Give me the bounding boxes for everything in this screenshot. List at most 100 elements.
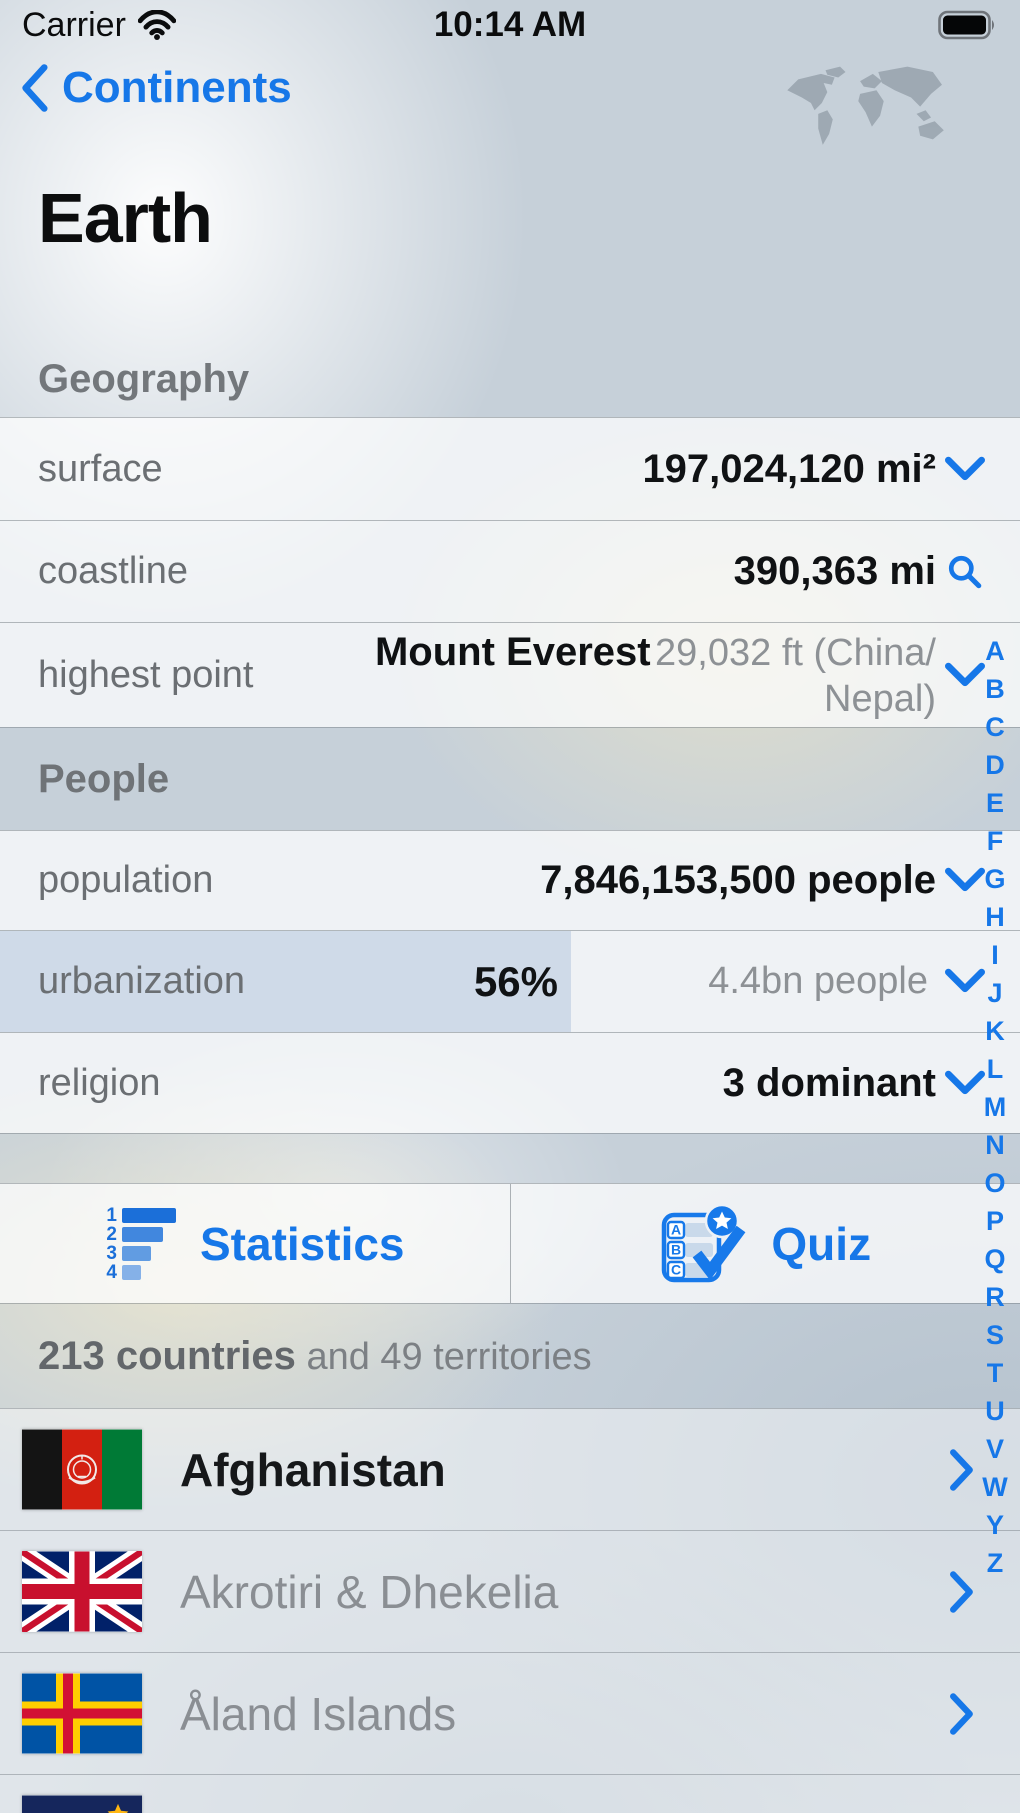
index-letter[interactable]: V bbox=[985, 1434, 1004, 1464]
quiz-letter: B bbox=[671, 1241, 681, 1257]
back-button[interactable]: Continents bbox=[20, 63, 292, 113]
row-value: 7,846,153,500 people bbox=[540, 858, 936, 902]
status-bar: Carrier 10:14 AM bbox=[0, 0, 1020, 50]
quiz-letter: A bbox=[671, 1221, 681, 1237]
nav-bar: Continents bbox=[0, 50, 1020, 125]
row-highest-point[interactable]: highest point Mount Everest 29,032 ft (C… bbox=[0, 622, 1020, 727]
index-letter[interactable]: A bbox=[985, 636, 1005, 666]
country-name: Afghanistan bbox=[180, 1443, 446, 1496]
highest-point-detail: 29,032 ft (China/ bbox=[655, 631, 936, 674]
index-letter[interactable]: N bbox=[985, 1130, 1005, 1160]
row-label: highest point bbox=[38, 653, 254, 696]
chevron-right-icon bbox=[950, 1570, 973, 1613]
row-value: Mount Everest 29,032 ft (China/ Nepal) bbox=[375, 628, 936, 722]
index-letter[interactable]: B bbox=[985, 674, 1005, 704]
bar-chart-number: 4 bbox=[106, 1261, 117, 1283]
country-row-akrotiri-dhekelia[interactable]: Akrotiri & Dhekelia bbox=[0, 1530, 1020, 1652]
country-row-alaska[interactable]: Alaska bbox=[0, 1774, 1020, 1813]
battery-icon bbox=[938, 10, 994, 40]
country-name: Åland Islands bbox=[180, 1687, 457, 1740]
section-header-people: People bbox=[0, 727, 1020, 830]
aland-flag bbox=[22, 1673, 142, 1754]
index-letter[interactable]: E bbox=[985, 788, 1004, 818]
index-letter[interactable]: C bbox=[985, 712, 1005, 742]
row-label: religion bbox=[38, 1061, 161, 1104]
spacer-band bbox=[0, 1133, 1020, 1183]
quiz-letter: C bbox=[671, 1261, 681, 1277]
row-value: 3 dominant bbox=[722, 1060, 936, 1105]
carrier-label: Carrier bbox=[22, 5, 126, 44]
row-coastline[interactable]: coastline 390,363 mi bbox=[0, 520, 1020, 622]
row-urbanization[interactable]: urbanization 56% 4.4bn people bbox=[0, 930, 1020, 1032]
clock: 10:14 AM bbox=[433, 5, 587, 44]
section-header-geography: Geography bbox=[38, 357, 250, 401]
index-letter[interactable]: Y bbox=[985, 1510, 1004, 1540]
highest-point-detail-2: Nepal) bbox=[824, 677, 936, 720]
country-row-afghanistan[interactable]: Afghanistan bbox=[0, 1408, 1020, 1530]
bar-chart-number: 3 bbox=[106, 1242, 117, 1264]
row-label: surface bbox=[38, 447, 163, 490]
index-letter[interactable]: P bbox=[985, 1206, 1004, 1236]
index-letter[interactable]: D bbox=[985, 750, 1005, 780]
index-letter[interactable]: L bbox=[986, 1054, 1004, 1084]
index-letter[interactable]: F bbox=[986, 826, 1004, 856]
chevron-right-icon bbox=[950, 1692, 973, 1735]
countries-count-header: 213 countries and 49 territories bbox=[0, 1303, 1020, 1408]
action-button-row: 1 2 3 4 Statistics A B C bbox=[0, 1183, 1020, 1303]
country-name: Alaska bbox=[180, 1809, 328, 1813]
page-title: Earth bbox=[38, 179, 213, 257]
statistics-label: Statistics bbox=[199, 1217, 405, 1270]
country-name: Akrotiri & Dhekelia bbox=[180, 1565, 559, 1618]
index-letter[interactable]: S bbox=[985, 1320, 1004, 1350]
bar-chart-number: 2 bbox=[106, 1223, 117, 1245]
row-label: population bbox=[38, 859, 214, 901]
row-value: 390,363 mi bbox=[733, 549, 936, 593]
search-icon[interactable] bbox=[947, 554, 983, 590]
union-jack-flag bbox=[22, 1551, 142, 1632]
wifi-icon bbox=[137, 10, 176, 40]
row-population[interactable]: population 7,846,153,500 people bbox=[0, 830, 1020, 930]
countries-count: 213 countries bbox=[38, 1333, 296, 1378]
row-religion[interactable]: religion 3 dominant bbox=[0, 1032, 1020, 1133]
statistics-button[interactable]: 1 2 3 4 Statistics bbox=[0, 1184, 510, 1303]
index-letter[interactable]: O bbox=[984, 1168, 1006, 1198]
row-surface[interactable]: surface 197,024,120 mi² bbox=[0, 417, 1020, 520]
index-letter[interactable]: K bbox=[985, 1016, 1005, 1046]
back-chevron-icon bbox=[22, 63, 48, 112]
index-letter[interactable]: Z bbox=[986, 1548, 1004, 1578]
bar-chart-number: 1 bbox=[106, 1204, 117, 1226]
index-letter[interactable]: Q bbox=[984, 1244, 1006, 1274]
index-letter[interactable]: R bbox=[985, 1282, 1005, 1312]
index-letter[interactable]: J bbox=[987, 978, 1003, 1008]
chevron-down-icon[interactable] bbox=[944, 968, 986, 995]
row-label: coastline bbox=[38, 550, 188, 592]
quiz-label: Quiz bbox=[771, 1217, 872, 1270]
territories-count: and 49 territories bbox=[295, 1335, 592, 1378]
row-value: 197,024,120 mi² bbox=[642, 446, 936, 491]
index-letter[interactable]: I bbox=[991, 940, 999, 970]
back-label: Continents bbox=[62, 62, 292, 112]
chevron-down-icon[interactable] bbox=[944, 456, 986, 483]
index-letter[interactable]: W bbox=[982, 1472, 1008, 1502]
row-label: urbanization bbox=[38, 960, 246, 1002]
quiz-button[interactable]: A B C Quiz bbox=[509, 1184, 1020, 1303]
country-row-aland-islands[interactable]: Åland Islands bbox=[0, 1652, 1020, 1774]
urbanization-fill-bar bbox=[0, 931, 572, 1032]
highest-point-name: Mount Everest bbox=[374, 629, 651, 674]
title-block: Earth bbox=[0, 125, 1020, 357]
index-letter[interactable]: U bbox=[985, 1396, 1005, 1426]
chevron-down-icon[interactable] bbox=[944, 867, 986, 894]
afghanistan-flag bbox=[22, 1429, 142, 1510]
index-letter[interactable]: H bbox=[985, 902, 1005, 932]
quiz-checklist-icon: A B C bbox=[662, 1203, 746, 1282]
alaska-flag bbox=[22, 1795, 142, 1813]
world-map-image bbox=[787, 66, 944, 145]
chevron-down-icon[interactable] bbox=[944, 662, 986, 689]
bar-chart-icon: 1 2 3 4 bbox=[105, 1204, 176, 1283]
index-letter[interactable]: T bbox=[986, 1358, 1004, 1388]
index-letter[interactable]: G bbox=[984, 864, 1006, 894]
chevron-down-icon[interactable] bbox=[944, 1070, 986, 1097]
index-letter[interactable]: M bbox=[983, 1092, 1007, 1122]
